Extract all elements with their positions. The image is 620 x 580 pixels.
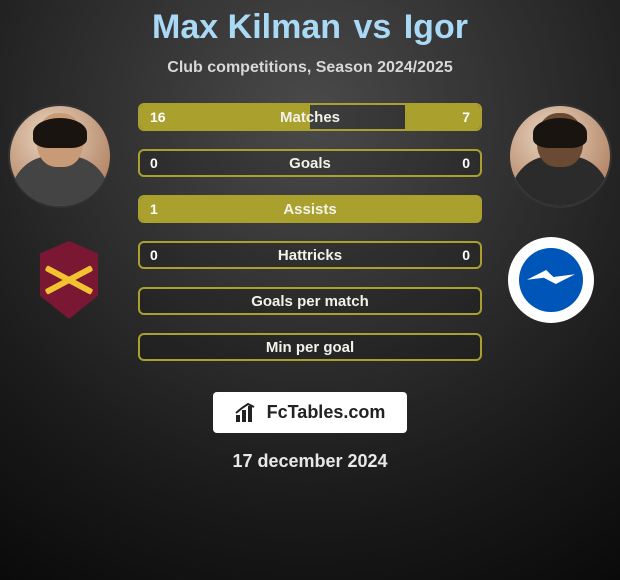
footer: FcTables.com 17 december 2024 (0, 392, 620, 472)
westham-badge-icon (26, 237, 112, 323)
player1-avatar (8, 104, 112, 208)
stat-value-right: 7 (462, 109, 470, 125)
comparison-arena: 16 7 Matches 0 0 Goals 1 Assists 0 0 Hattricks Goal… (0, 99, 620, 389)
player1-club-crest (20, 231, 118, 329)
stat-row: Goals per match (138, 287, 482, 315)
stat-row: 0 0 Hattricks (138, 241, 482, 269)
stat-value-left: 1 (150, 201, 158, 217)
stat-bars: 16 7 Matches 0 0 Goals 1 Assists 0 0 Hattricks Goal… (138, 103, 482, 361)
stat-row: 0 0 Goals (138, 149, 482, 177)
date-label: 17 december 2024 (232, 451, 387, 472)
player2-club-crest (502, 231, 600, 329)
stat-value-right: 0 (462, 247, 470, 263)
stat-value-left: 0 (150, 155, 158, 171)
stat-row: 16 7 Matches (138, 103, 482, 131)
brand-badge: FcTables.com (213, 392, 408, 433)
vs-label: vs (353, 8, 391, 46)
stat-label: Assists (283, 201, 336, 218)
stat-value-right: 0 (462, 155, 470, 171)
subtitle: Club competitions, Season 2024/2025 (0, 59, 620, 77)
stat-row: 1 Assists (138, 195, 482, 223)
stat-value-left: 16 (150, 109, 166, 125)
stat-label: Goals per match (251, 293, 369, 310)
chart-icon (235, 403, 259, 423)
stat-label: Goals (289, 155, 331, 172)
player2-name: Igor (404, 8, 468, 46)
player1-name: Max Kilman (152, 8, 341, 46)
brand-text: FcTables.com (267, 402, 386, 423)
stat-label: Hattricks (278, 247, 342, 264)
stat-row: Min per goal (138, 333, 482, 361)
player2-avatar (508, 104, 612, 208)
page-title: Max Kilman vs Igor (152, 8, 468, 47)
stat-label: Matches (280, 109, 340, 126)
header: Max Kilman vs Igor Club competitions, Se… (0, 0, 620, 77)
stat-value-left: 0 (150, 247, 158, 263)
stat-label: Min per goal (266, 339, 354, 356)
brighton-badge-icon (508, 237, 594, 323)
